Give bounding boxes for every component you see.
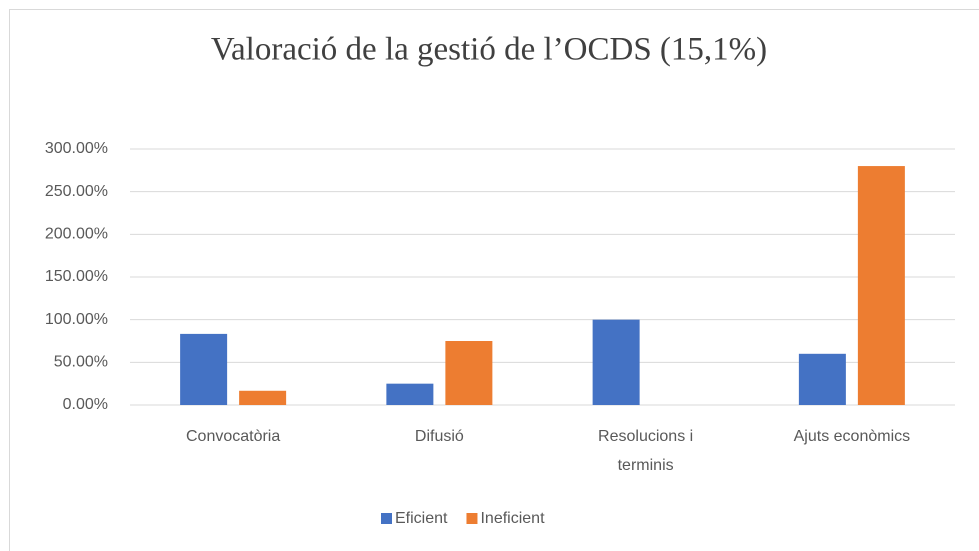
y-tick-label: 200.00% <box>45 226 108 243</box>
bar <box>857 166 905 405</box>
bar <box>180 333 228 405</box>
legend-swatch <box>466 513 478 524</box>
x-tick-label: Convocatòria <box>186 428 280 445</box>
y-tick-label: 100.00% <box>45 311 108 328</box>
bar <box>239 390 287 405</box>
x-tick-label: Resolucions i terminis <box>598 428 693 474</box>
bar <box>798 353 846 405</box>
legend-swatch <box>381 513 392 524</box>
bar <box>386 383 434 405</box>
x-tick-label: Ajuts econòmics <box>794 428 911 445</box>
y-tick-label: 50.00% <box>54 354 108 371</box>
legend-label: Ineficient <box>480 510 545 527</box>
bar <box>445 341 493 405</box>
chart-frame <box>9 9 979 551</box>
y-tick-label: 0.00% <box>63 396 108 413</box>
y-tick-label: 300.00% <box>45 140 108 157</box>
chart-title: Valoració de la gestió de l’OCDS (15,1%) <box>211 32 767 68</box>
y-tick-label: 250.00% <box>45 183 108 200</box>
y-tick-label: 150.00% <box>45 268 108 285</box>
bar <box>592 319 640 405</box>
legend-label: Eficient <box>395 510 448 527</box>
x-tick-label: Difusió <box>415 428 464 445</box>
